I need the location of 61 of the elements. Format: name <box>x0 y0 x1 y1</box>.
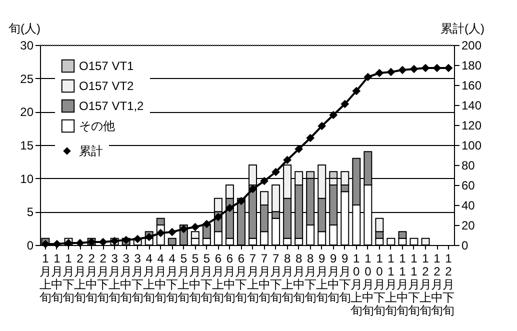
y2-axis-title: 累計(人) <box>440 22 484 36</box>
x-tick-label: 8月中旬 <box>292 252 305 304</box>
x-tick-label: 7月中旬 <box>258 252 270 304</box>
x-tick-label: 9月上旬 <box>316 252 328 304</box>
y2-tick-label: 60 <box>462 178 476 192</box>
y2-tick-label: 140 <box>462 98 482 112</box>
x-tick-label: 4月下旬 <box>166 252 178 304</box>
x-tick-label: 11月上旬 <box>384 252 397 318</box>
x-tick-label: 3月中旬 <box>120 252 132 304</box>
x-tick-label: 2月下旬 <box>97 252 110 304</box>
x-tick-label: 4月中旬 <box>154 252 167 304</box>
y-tick-label: 5 <box>26 205 34 220</box>
x-tick-label: 1月上旬 <box>39 252 52 304</box>
y-tick-label: 0 <box>26 238 34 252</box>
x-tick-label: 7月下旬 <box>270 252 282 304</box>
y2-tick-label: 80 <box>462 158 476 172</box>
x-tick-label: 5月上旬 <box>178 252 190 304</box>
x-tick-label: 8月上旬 <box>281 252 294 304</box>
x-tick-label: 2月上旬 <box>74 252 86 304</box>
x-tick-label: 12月下旬 <box>442 252 455 318</box>
x-tick-label: 5月下旬 <box>200 252 213 304</box>
y2-tick-label: 200 <box>462 38 482 52</box>
x-tick-label: 5月中旬 <box>189 252 202 304</box>
x-tick-label: 8月下旬 <box>304 252 316 304</box>
y-tick-label: 30 <box>20 38 34 52</box>
x-tick-label: 12月上旬 <box>420 252 432 318</box>
y-tick-label: 10 <box>20 172 34 186</box>
y2-tick-label: 20 <box>462 218 476 232</box>
y2-tick-label: 180 <box>462 58 482 72</box>
x-tick-label: 3月上旬 <box>108 252 121 304</box>
legend-label: 累計 <box>79 144 103 158</box>
x-tick-label: 2月中旬 <box>86 252 98 304</box>
y2-tick-label: 160 <box>462 78 482 92</box>
x-tick-label: 1月中旬 <box>50 252 63 304</box>
x-tick-label: 3月下旬 <box>132 252 144 304</box>
y-axis-title: 旬(人) <box>8 22 40 36</box>
y-tick-label: 15 <box>20 138 34 152</box>
y2-tick-label: 40 <box>462 198 476 212</box>
x-tick-label: 6月中旬 <box>224 252 236 304</box>
x-tick-label: 6月下旬 <box>235 252 248 304</box>
x-tick-label: 11月下旬 <box>408 252 420 318</box>
x-tick-label: 7月上旬 <box>246 252 259 304</box>
y-tick-label: 20 <box>20 105 34 120</box>
y-tick-label: 25 <box>20 72 34 86</box>
x-tick-label: 9月下旬 <box>338 252 351 304</box>
x-tick-label: 10月上旬 <box>350 252 362 318</box>
x-tick-label: 1月下旬 <box>62 252 74 304</box>
x-tick-label: 6月上旬 <box>212 252 224 304</box>
legend-label: その他 <box>79 119 115 133</box>
y2-tick-label: 100 <box>462 138 482 152</box>
y2-tick-label: 120 <box>462 118 482 132</box>
x-tick-label: 11月中旬 <box>396 252 408 318</box>
x-tick-label: 10月中旬 <box>362 252 374 318</box>
y2-tick-label: 0 <box>462 238 468 252</box>
x-tick-label: 4月上旬 <box>143 252 156 304</box>
x-tick-label: 10月下旬 <box>373 252 386 318</box>
x-tick-label: 9月中旬 <box>327 252 340 304</box>
x-tick-label: 12月中旬 <box>431 252 444 318</box>
legend-label: O157 VT1 <box>79 59 134 73</box>
legend-label: O157 VT2 <box>79 79 134 93</box>
legend-label: O157 VT1,2 <box>79 99 144 113</box>
